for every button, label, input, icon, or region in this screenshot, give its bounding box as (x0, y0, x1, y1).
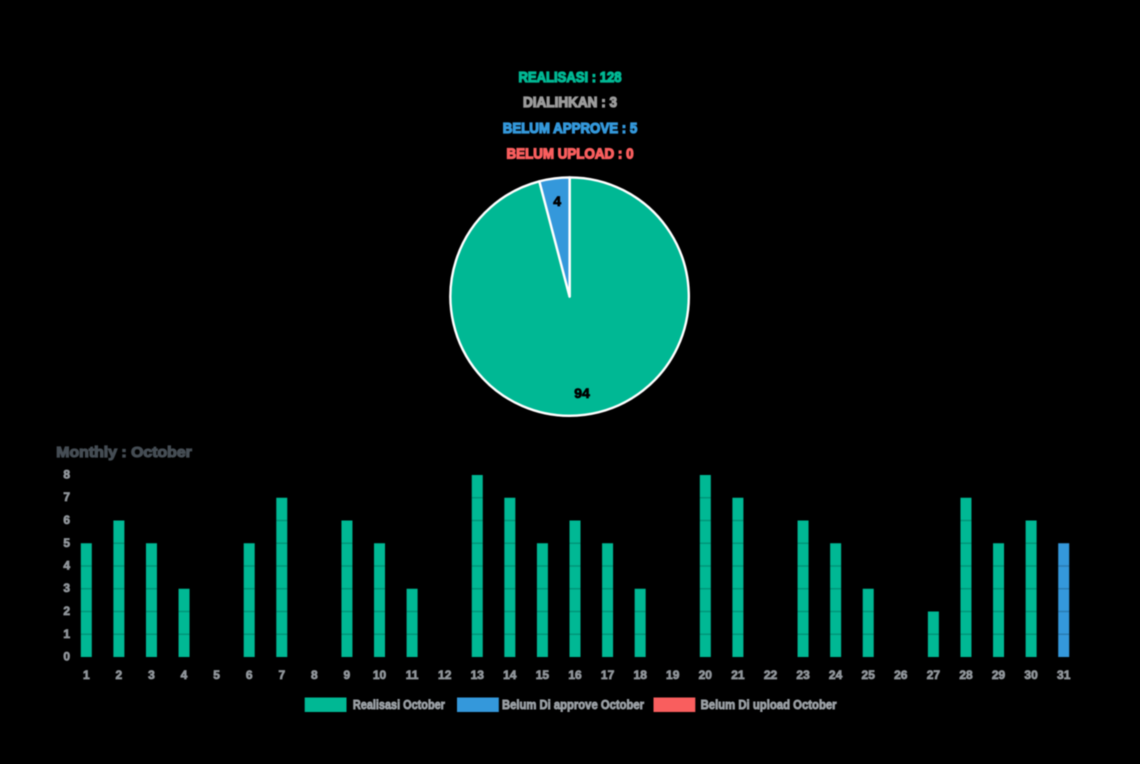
svg-text:10: 10 (373, 668, 387, 682)
svg-text:8: 8 (63, 468, 70, 482)
svg-text:1: 1 (63, 627, 70, 641)
svg-text:30: 30 (1024, 668, 1038, 682)
svg-text:13: 13 (471, 668, 485, 682)
svg-text:11: 11 (406, 668, 419, 682)
svg-text:16: 16 (568, 668, 582, 682)
svg-text:7: 7 (63, 490, 70, 504)
svg-text:4: 4 (553, 193, 561, 209)
svg-text:19: 19 (666, 668, 680, 682)
svg-text:20: 20 (699, 668, 713, 682)
svg-text:31: 31 (1057, 668, 1071, 682)
svg-text:21: 21 (731, 668, 745, 682)
svg-text:12: 12 (438, 668, 452, 682)
svg-text:5: 5 (63, 536, 70, 550)
svg-text:Realisasi October: Realisasi October (353, 697, 445, 712)
svg-text:22: 22 (764, 668, 778, 682)
svg-text:0: 0 (63, 650, 70, 664)
svg-text:24: 24 (829, 668, 843, 682)
svg-text:REALISASI : 128: REALISASI : 128 (519, 69, 622, 86)
svg-text:4: 4 (63, 559, 70, 573)
svg-text:2: 2 (116, 668, 123, 682)
svg-text:BELUM UPLOAD : 0: BELUM UPLOAD : 0 (507, 146, 634, 163)
svg-text:3: 3 (63, 581, 70, 595)
svg-text:15: 15 (536, 668, 550, 682)
svg-text:14: 14 (503, 668, 517, 682)
svg-text:Belum Di approve October: Belum Di approve October (502, 697, 644, 712)
svg-text:1: 1 (83, 668, 90, 682)
svg-text:26: 26 (894, 668, 908, 682)
svg-text:9: 9 (344, 668, 351, 682)
svg-text:23: 23 (796, 668, 810, 682)
svg-text:6: 6 (63, 513, 70, 527)
svg-text:DIALIHKAN : 3: DIALIHKAN : 3 (523, 94, 617, 111)
svg-text:Belum Di upload October: Belum Di upload October (701, 697, 837, 712)
svg-text:25: 25 (862, 668, 876, 682)
svg-text:28: 28 (959, 668, 973, 682)
svg-text:Monthly : October: Monthly : October (56, 444, 192, 461)
svg-text:5: 5 (213, 668, 220, 682)
svg-text:6: 6 (246, 668, 253, 682)
svg-text:27: 27 (927, 668, 941, 682)
svg-text:18: 18 (634, 668, 648, 682)
svg-text:17: 17 (601, 668, 615, 682)
svg-text:29: 29 (992, 668, 1006, 682)
svg-text:7: 7 (278, 668, 285, 682)
svg-text:2: 2 (63, 604, 70, 618)
svg-text:BELUM APPROVE : 5: BELUM APPROVE : 5 (503, 120, 638, 137)
svg-text:4: 4 (181, 668, 188, 682)
svg-text:3: 3 (148, 668, 155, 682)
svg-text:94: 94 (574, 385, 590, 401)
svg-text:8: 8 (311, 668, 318, 682)
